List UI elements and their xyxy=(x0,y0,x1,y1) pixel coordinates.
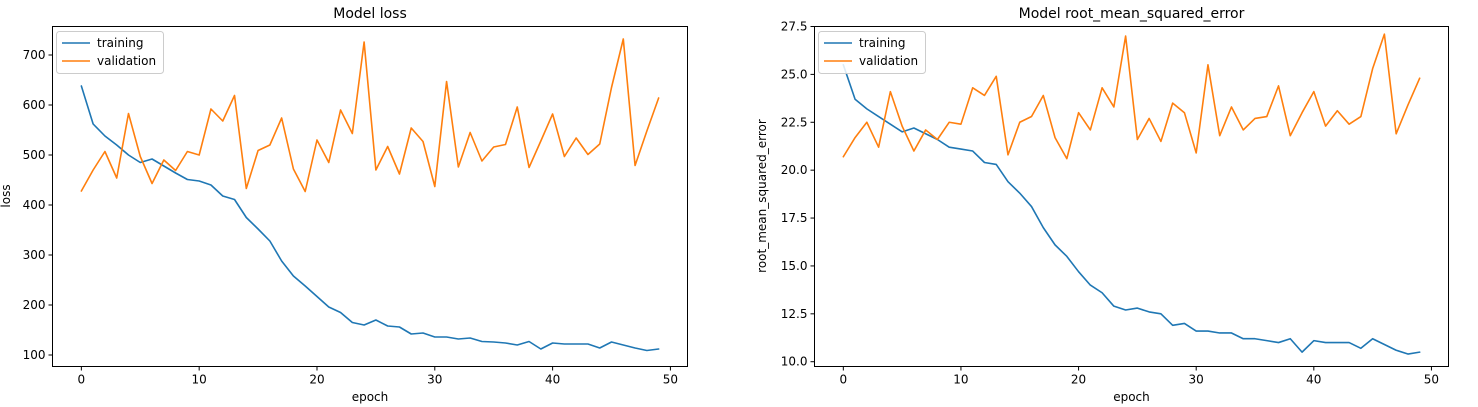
legend-label-training: training xyxy=(97,36,144,50)
y-tick-label: 200 xyxy=(23,298,46,312)
y-tick-label: 500 xyxy=(23,148,46,162)
y-tick-label: 22.5 xyxy=(781,115,808,129)
legend: training validation xyxy=(56,31,164,74)
x-tick-label: 10 xyxy=(953,373,968,387)
chart-title: Model loss xyxy=(333,6,407,22)
plot-area xyxy=(80,38,660,352)
y-tick-label: 400 xyxy=(23,198,46,212)
x-tick-label: 50 xyxy=(1424,373,1439,387)
y-tick-label: 25.0 xyxy=(781,67,808,81)
chart-title: Model root_mean_squared_error xyxy=(1019,6,1245,22)
x-tick-label: 40 xyxy=(545,373,560,387)
x-axis-label: epoch xyxy=(352,390,389,404)
y-tick-label: 27.5 xyxy=(781,20,808,34)
x-tick-label: 20 xyxy=(1071,373,1086,387)
legend-label-validation: validation xyxy=(859,54,918,68)
x-tick-label: 0 xyxy=(839,373,847,387)
y-axis-label: loss xyxy=(0,184,13,207)
series-line-training xyxy=(80,85,660,352)
y-tick-label: 300 xyxy=(23,248,46,262)
series-line-training xyxy=(842,64,1421,355)
y-tick-label: 15.0 xyxy=(781,259,808,273)
series-line-validation xyxy=(842,33,1421,160)
series-line-validation xyxy=(80,38,660,193)
y-tick-label: 12.5 xyxy=(781,307,808,321)
rmse-chart: Model root_mean_squared_error 0 10 20 30 40 5… xyxy=(755,6,1449,404)
x-tick-label: 0 xyxy=(78,373,86,387)
y-tick-label: 600 xyxy=(23,98,46,112)
axes-frame xyxy=(52,26,688,367)
x-tick-label: 20 xyxy=(309,373,324,387)
y-tick-label: 17.5 xyxy=(781,211,808,225)
x-axis-label: epoch xyxy=(1113,390,1150,404)
legend-box xyxy=(818,31,926,74)
x-tick-label: 30 xyxy=(1189,373,1204,387)
y-tick-label: 700 xyxy=(23,48,46,62)
legend-label-validation: validation xyxy=(97,54,156,68)
y-axis-label: root_mean_squared_error xyxy=(755,119,769,273)
tick-group: 0 10 20 30 40 50 100 200 300 400 500 600 700 xyxy=(23,48,678,387)
legend: training validation xyxy=(818,31,926,74)
y-tick-label: 10.0 xyxy=(781,355,808,369)
y-tick-label: 100 xyxy=(23,348,46,362)
y-tick-label: 20.0 xyxy=(781,163,808,177)
x-tick-label: 10 xyxy=(192,373,207,387)
plot-area xyxy=(842,33,1421,355)
tick-group: 0 10 20 30 40 50 10.0 12.5 15.0 17.5 20.0 22.5 25.0 2… xyxy=(781,20,1439,387)
x-tick-label: 50 xyxy=(663,373,678,387)
axes-frame xyxy=(814,26,1449,367)
loss-chart: Model loss 0 10 20 30 40 50 100 200 300 400 500 600… xyxy=(0,6,688,404)
legend-label-training: training xyxy=(859,36,906,50)
x-tick-label: 40 xyxy=(1306,373,1321,387)
x-tick-label: 30 xyxy=(427,373,442,387)
legend-box xyxy=(56,31,164,74)
